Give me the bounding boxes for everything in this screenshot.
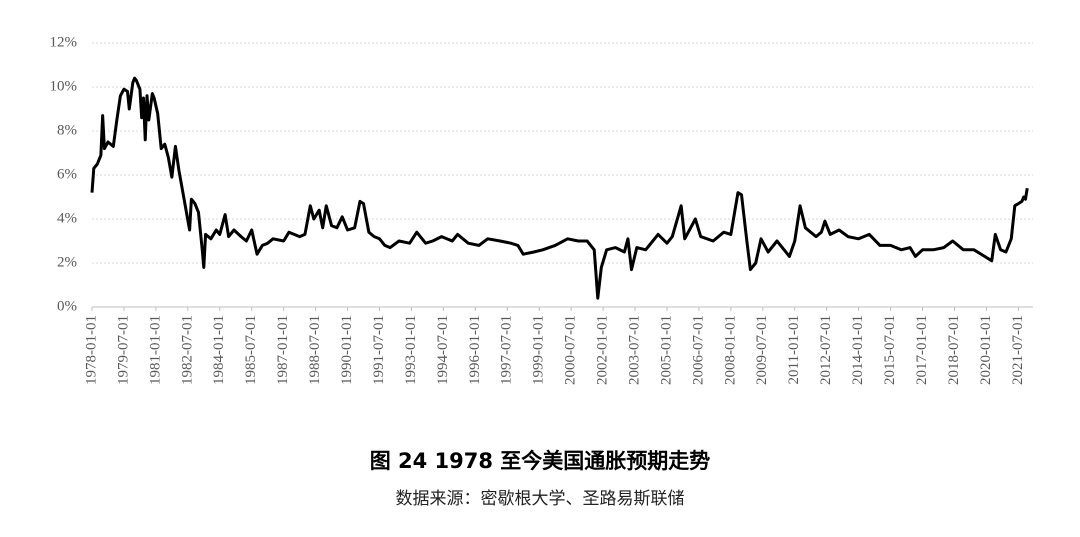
x-tick-label: 1982-07-01: [179, 315, 195, 385]
x-tick-label: 2020-01-01: [978, 315, 994, 385]
x-tick-label: 1990-01-01: [339, 315, 355, 385]
x-tick-label: 2014-01-01: [850, 315, 866, 385]
y-tick-label: 2%: [57, 254, 77, 270]
x-tick-label: 2003-07-01: [626, 315, 642, 385]
y-tick-label: 4%: [57, 210, 77, 226]
x-tick-label: 2005-01-01: [658, 315, 674, 385]
x-tick-label: 2008-01-01: [722, 315, 738, 385]
y-tick-label: 8%: [57, 122, 77, 138]
y-tick-label: 6%: [57, 166, 77, 182]
x-tick-label: 2011-01-01: [786, 315, 802, 384]
x-tick-label: 2017-01-01: [914, 315, 930, 385]
x-tick-label: 1984-01-01: [211, 315, 227, 385]
x-tick-label: 2021-07-01: [1010, 315, 1026, 385]
x-tick-label: 1987-01-01: [275, 315, 291, 385]
x-tick-label: 1988-07-01: [307, 315, 323, 385]
chart-title: 图 24 1978 至今美国通胀预期走势: [370, 449, 711, 473]
x-tick-label: 1999-01-01: [531, 315, 547, 385]
x-tick-label: 2012-07-01: [818, 315, 834, 385]
x-tick-label: 1993-01-01: [403, 315, 419, 385]
x-tick-label: 2002-01-01: [595, 315, 611, 385]
x-tick-label: 1997-07-01: [499, 315, 515, 385]
x-tick-label: 2009-07-01: [754, 315, 770, 385]
x-tick-label: 1978-01-01: [83, 315, 99, 385]
x-tick-label: 2000-07-01: [563, 315, 579, 385]
y-tick-label: 0%: [57, 298, 77, 314]
x-tick-label: 1991-07-01: [371, 315, 387, 385]
x-tick-label: 2006-07-01: [690, 315, 706, 385]
x-tick-label: 1985-07-01: [243, 315, 259, 385]
x-tick-label: 1996-01-01: [467, 315, 483, 385]
x-tick-label: 2015-07-01: [882, 315, 898, 385]
y-tick-label: 10%: [50, 78, 78, 94]
x-tick-label: 1979-07-01: [115, 315, 131, 385]
x-tick-label: 2018-07-01: [946, 315, 962, 385]
chart-source: 数据来源：密歇根大学、圣路易斯联储: [396, 489, 685, 508]
x-tick-label: 1981-01-01: [147, 315, 163, 385]
y-tick-label: 12%: [50, 34, 78, 50]
x-tick-label: 1994-07-01: [435, 315, 451, 385]
series-line: [90, 76, 1029, 300]
